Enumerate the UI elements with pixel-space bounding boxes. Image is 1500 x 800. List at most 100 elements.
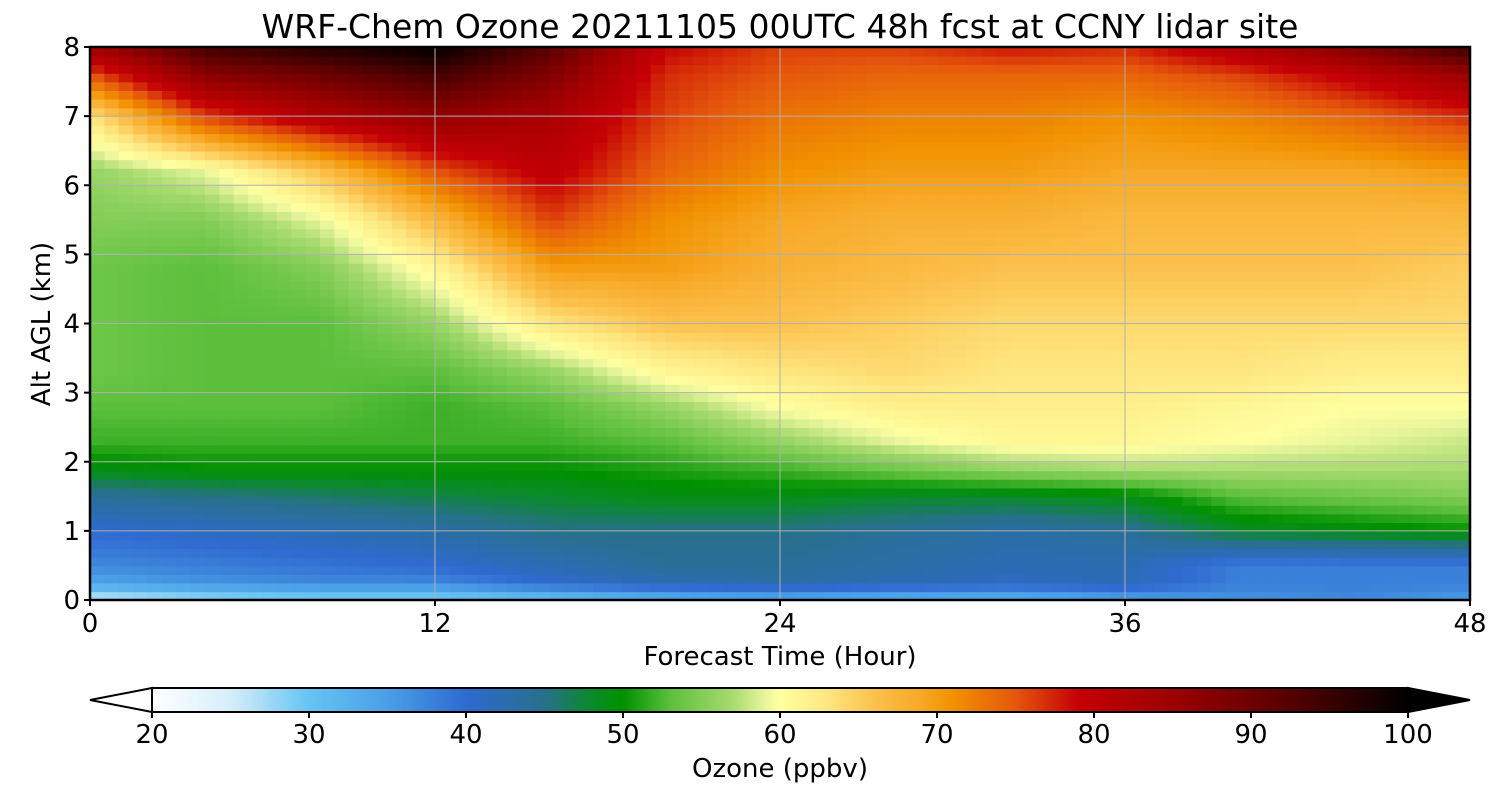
heatmap-cell: [851, 297, 868, 308]
heatmap-cell: [1211, 539, 1227, 549]
heatmap-cell: [966, 444, 983, 454]
heatmap-cell: [578, 591, 594, 600]
heatmap-cell: [291, 504, 307, 515]
heatmap-cell: [291, 202, 307, 212]
heatmap-cell: [808, 375, 824, 385]
heatmap-cell: [981, 271, 997, 282]
heatmap-cell: [406, 349, 422, 359]
heatmap-cell: [794, 185, 810, 195]
heatmap-cell: [636, 539, 652, 549]
heatmap-cell: [1383, 444, 1399, 454]
heatmap-cell: [1254, 565, 1270, 575]
heatmap-cell: [995, 435, 1011, 446]
heatmap-cell: [391, 150, 408, 161]
heatmap-cell: [406, 504, 422, 515]
heatmap-cell: [1110, 383, 1126, 394]
heatmap-cell: [219, 245, 235, 256]
heatmap-cell: [1340, 366, 1356, 377]
heatmap-cell: [348, 263, 364, 273]
heatmap-cell: [966, 228, 983, 238]
heatmap-cell: [578, 176, 594, 187]
heatmap-cell: [1182, 193, 1198, 204]
heatmap-cell: [1024, 349, 1040, 359]
heatmap-cell: [190, 288, 206, 299]
heatmap-cell: [1412, 332, 1428, 342]
heatmap-cell: [1139, 504, 1155, 515]
heatmap-cell: [1139, 487, 1155, 498]
heatmap-cell: [866, 254, 882, 264]
heatmap-cell: [1383, 435, 1399, 446]
heatmap-cell: [866, 167, 882, 178]
heatmap-cell: [391, 401, 408, 411]
heatmap-cell: [693, 211, 709, 221]
heatmap-cell: [693, 461, 709, 472]
heatmap-cell: [1153, 409, 1169, 420]
heatmap-cell: [190, 556, 206, 567]
heatmap-cell: [1311, 548, 1328, 558]
heatmap-cell: [1383, 453, 1399, 463]
heatmap-cell: [722, 219, 738, 230]
heatmap-cell: [1225, 280, 1241, 290]
heatmap-cell: [736, 306, 753, 316]
heatmap-cell: [435, 263, 451, 273]
heatmap-cell: [808, 219, 824, 230]
heatmap-cell: [880, 487, 896, 498]
heatmap-cell: [118, 297, 134, 308]
heatmap-cell: [435, 237, 451, 247]
heatmap-cell: [176, 556, 192, 567]
heatmap-cell: [780, 504, 796, 515]
heatmap-cell: [1053, 150, 1069, 161]
heatmap-cell: [492, 453, 508, 463]
heatmap-cell: [679, 435, 695, 446]
heatmap-cell: [1398, 375, 1414, 385]
heatmap-cell: [1398, 591, 1414, 600]
heatmap-cell: [320, 202, 336, 212]
heatmap-cell: [521, 280, 537, 290]
heatmap-cell: [736, 375, 753, 385]
heatmap-cell: [1196, 375, 1213, 385]
heatmap-cell: [923, 383, 939, 394]
heatmap-cell: [1398, 409, 1414, 420]
heatmap-cell: [851, 185, 868, 195]
heatmap-cell: [435, 409, 451, 420]
heatmap-cell: [1153, 427, 1169, 437]
heatmap-cell: [291, 444, 307, 454]
heatmap-cell: [708, 565, 724, 575]
heatmap-cell: [176, 496, 192, 506]
heatmap-cell: [679, 271, 695, 282]
heatmap-cell: [593, 185, 609, 195]
heatmap-cell: [636, 427, 652, 437]
heatmap-cell: [780, 591, 796, 600]
heatmap-cell: [895, 193, 911, 204]
heatmap-cell: [1441, 435, 1457, 446]
heatmap-cell: [1254, 470, 1270, 480]
heatmap-cell: [751, 401, 767, 411]
heatmap-cell: [880, 185, 896, 195]
heatmap-cell: [679, 522, 695, 532]
heatmap-cell: [880, 349, 896, 359]
heatmap-cell: [966, 167, 983, 178]
heatmap-cell: [837, 245, 853, 256]
heatmap-cell: [995, 539, 1011, 549]
heatmap-cell: [492, 444, 508, 454]
heatmap-cell: [1139, 366, 1155, 377]
heatmap-cell: [665, 539, 681, 549]
heatmap-cell: [794, 383, 810, 394]
heatmap-cell: [1225, 401, 1241, 411]
heatmap-cell: [1139, 245, 1155, 256]
heatmap-cell: [1326, 435, 1342, 446]
heatmap-cell: [1311, 176, 1328, 187]
heatmap-cell: [1211, 219, 1227, 230]
heatmap-cell: [1326, 470, 1342, 480]
heatmap-cell: [1383, 245, 1399, 256]
heatmap-cell: [1383, 254, 1399, 264]
heatmap-cell: [621, 306, 638, 316]
heatmap-cell: [823, 565, 839, 575]
heatmap-cell: [1369, 383, 1385, 394]
heatmap-cell: [90, 591, 106, 600]
heatmap-cell: [161, 418, 178, 428]
heatmap-cell: [780, 539, 796, 549]
heatmap-cell: [1369, 487, 1385, 498]
heatmap-cell: [262, 574, 278, 584]
heatmap-cell: [751, 167, 767, 178]
